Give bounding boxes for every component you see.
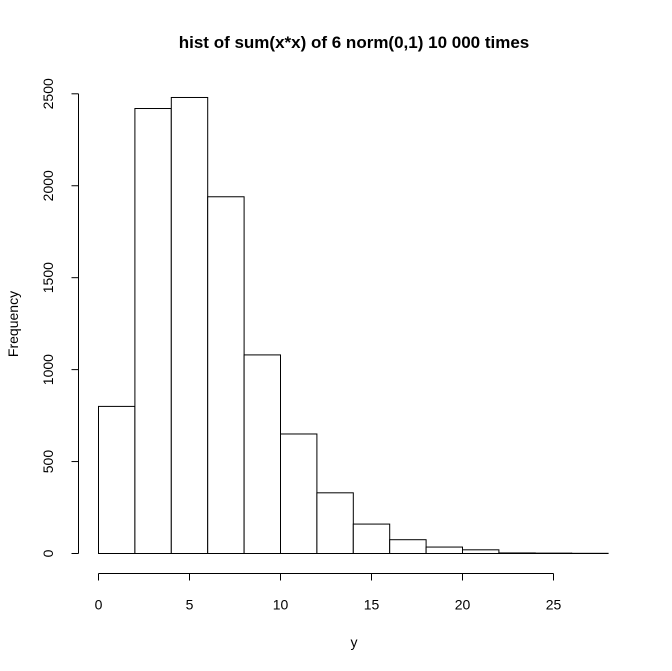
- y-tick-label-3: 1500: [40, 262, 56, 293]
- x-tick-label-1: 5: [186, 597, 194, 613]
- histogram-bar-1: [134, 108, 172, 554]
- histogram-bar-4: [243, 354, 282, 554]
- x-tick-label-0: 0: [95, 597, 103, 613]
- y-axis-label: Frequency: [5, 291, 21, 357]
- histogram-bar-7: [352, 523, 391, 555]
- histogram-bars: [98, 96, 609, 555]
- y-tick-label-1: 500: [40, 450, 56, 474]
- histogram-bar-9: [425, 546, 464, 554]
- x-tick-label-4: 20: [455, 597, 471, 613]
- histogram-bar-11: [498, 552, 536, 555]
- y-axis: 0 500 1000 1500 2000 2500: [40, 78, 79, 557]
- x-tick-label-2: 10: [273, 597, 289, 613]
- histogram-bar-5: [280, 433, 318, 555]
- y-tick-label-5: 2500: [40, 78, 56, 109]
- histogram-bar-3: [207, 196, 245, 555]
- chart-title: hist of sum(x*x) of 6 norm(0,1) 10 000 t…: [179, 33, 530, 52]
- x-tick-label-5: 25: [546, 597, 562, 613]
- y-tick-label-2: 1000: [40, 354, 56, 385]
- histogram-bar-0: [98, 405, 136, 554]
- histogram-bar-8: [389, 539, 427, 555]
- x-axis-label: y: [351, 634, 358, 650]
- x-axis: 0 5 10 15 20 25: [95, 573, 562, 613]
- histogram-bar-6: [316, 492, 354, 555]
- histogram-bar-10: [462, 549, 500, 555]
- histogram-bar-2: [170, 96, 209, 554]
- x-tick-label-3: 15: [364, 597, 380, 613]
- y-tick-label-4: 2000: [40, 170, 56, 201]
- y-tick-label-0: 0: [40, 549, 56, 557]
